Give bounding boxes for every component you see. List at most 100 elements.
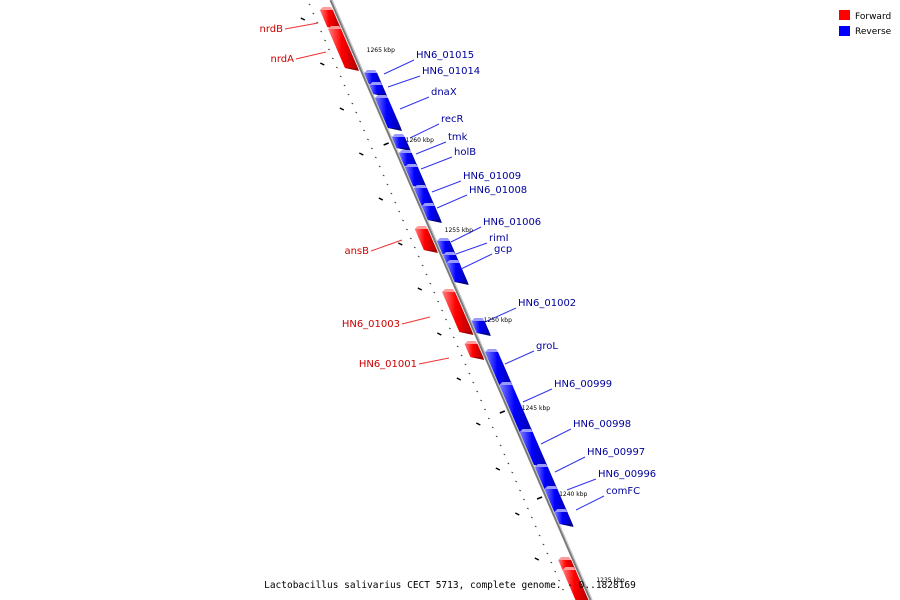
- gene-label-recr: recR: [441, 114, 464, 125]
- gene-hn6_01006-body: [436, 241, 456, 254]
- minor-tick-left: [429, 282, 432, 285]
- leader-hn6_01009: [431, 180, 462, 193]
- gene-label-dnax: dnaX: [431, 87, 457, 98]
- gene-hn6_01002-tip: [476, 333, 491, 336]
- minor-tick-left: [526, 507, 529, 510]
- gene-nrda-bevel: [328, 26, 342, 29]
- minor-tick-left: [382, 174, 385, 177]
- genome-caption: Lactobacillus salivarius CECT 5713, comp…: [264, 580, 636, 591]
- minor-tick-left: [558, 579, 561, 582]
- gene-hn6_01003-tip: [459, 332, 474, 335]
- gene-ansb-body: [414, 229, 437, 250]
- gene-hn6_01001-body: [464, 344, 484, 357]
- gene-comfc-bevel: [554, 509, 568, 512]
- gene-label-gcp: gcp: [494, 244, 512, 255]
- leader-holb: [420, 156, 453, 170]
- gene-holb-bevel: [404, 164, 418, 167]
- gene-ansb-tip: [423, 250, 438, 253]
- minor-tick-bold: [456, 377, 462, 381]
- minor-tick-left: [519, 489, 522, 492]
- minor-tick-bold: [358, 152, 364, 156]
- minor-tick-left: [561, 588, 565, 591]
- gene-partial-2-bevel: [562, 567, 576, 570]
- legend: Forward Reverse: [839, 10, 892, 37]
- gene-nrda-body: [328, 29, 358, 68]
- leader-hn6_01015: [383, 59, 415, 75]
- minor-tick-left: [499, 444, 502, 447]
- minor-tick-left: [413, 246, 416, 249]
- scale-label: 1265 kbp: [367, 47, 395, 54]
- gene-hn6_00997-body: [534, 467, 558, 489]
- gene-label-comfc: comFC: [606, 486, 640, 497]
- gene-nrda-tip: [344, 68, 359, 71]
- gene-hn6_01006-bevel: [436, 238, 450, 241]
- leader-hn6_00996: [566, 478, 597, 491]
- gene-label-hn6_00998: HN6_00998: [573, 419, 631, 430]
- gene-hn6_01003-body: [442, 292, 473, 332]
- minor-tick-left: [495, 435, 498, 438]
- gene-hn6_01014-body: [369, 85, 387, 94]
- minor-tick-left: [324, 39, 327, 42]
- gene-hn6_01002-bevel: [471, 318, 485, 321]
- gene-tmk-bevel: [398, 150, 412, 153]
- gene-hn6_01008-bevel: [421, 203, 435, 206]
- minor-tick-left: [507, 462, 510, 465]
- minor-tick-left: [355, 111, 358, 114]
- minor-tick-left: [546, 552, 549, 555]
- minor-tick-left: [503, 453, 506, 456]
- gene-hn6_01001-bevel: [464, 341, 478, 344]
- gene-partial-2-body: [562, 570, 589, 600]
- gene-label-nrdb: nrdB: [260, 24, 284, 35]
- gene-label-holb: holB: [454, 147, 476, 158]
- leader-hn6_01008: [436, 194, 468, 209]
- leader-hn6_00999: [522, 388, 553, 403]
- gene-recr: [391, 134, 411, 151]
- leader-nrdb: [284, 22, 319, 30]
- minor-tick-left: [534, 525, 537, 528]
- minor-tick-bold: [514, 512, 520, 516]
- minor-tick-bold: [378, 197, 384, 201]
- leader-nrda: [295, 51, 327, 60]
- major-tick: [499, 410, 506, 414]
- legend-swatch-reverse: [839, 26, 850, 36]
- minor-tick-left: [460, 354, 463, 357]
- minor-tick-left: [472, 381, 475, 384]
- minor-tick-left: [402, 219, 405, 222]
- leader-gcp: [460, 253, 493, 270]
- gene-label-nrda: nrdA: [271, 54, 295, 65]
- gene-hn6_01001-tip: [470, 357, 485, 360]
- leader-tmk: [415, 141, 447, 155]
- gene-gcp-body: [446, 263, 468, 282]
- gene-ansb-bevel: [414, 226, 428, 229]
- scale-label: 1245 kbp: [522, 405, 550, 412]
- gene-labels: nrdB nrdA HN6_01015 HN6_01014 dnaX recR tmk hol…: [260, 24, 657, 497]
- minor-tick-left: [511, 471, 514, 474]
- minor-tick-left: [421, 264, 424, 267]
- gene-label-hn6_00997: HN6_00997: [587, 447, 645, 458]
- gene-label-hn6_00999: HN6_00999: [554, 379, 612, 390]
- gene-comfc-tip: [559, 524, 574, 527]
- minor-tick-left: [452, 336, 455, 339]
- minor-tick-left: [483, 408, 487, 411]
- minor-tick-left: [370, 147, 373, 150]
- gene-gcp: [446, 260, 469, 285]
- scale-label: 1260 kbp: [406, 137, 434, 144]
- scale-label: 1255 kbp: [445, 227, 473, 234]
- minor-tick-left: [374, 156, 377, 159]
- scale-label: 1250 kbp: [484, 317, 512, 324]
- minor-tick-left: [550, 561, 553, 564]
- gene-hn6_01008-tip: [427, 220, 442, 223]
- scale-labels: 1265 kbp 1260 kbp 1255 kbp 1250 kbp 1245 kbp…: [367, 47, 625, 584]
- gene-label-hn6_00996: HN6_00996: [598, 469, 656, 480]
- minor-tick-left: [554, 570, 557, 573]
- minor-tick-left: [456, 345, 459, 348]
- gene-label-hn6_01003: HN6_01003: [342, 319, 400, 330]
- gene-nrda: [328, 26, 359, 71]
- minor-tick-left: [515, 480, 518, 483]
- gene-nrdb-body: [319, 10, 341, 27]
- minor-tick-left: [448, 327, 451, 330]
- gene-label-grol: groL: [536, 341, 558, 352]
- leader-grol: [504, 350, 535, 365]
- legend-label-forward: Forward: [855, 12, 891, 22]
